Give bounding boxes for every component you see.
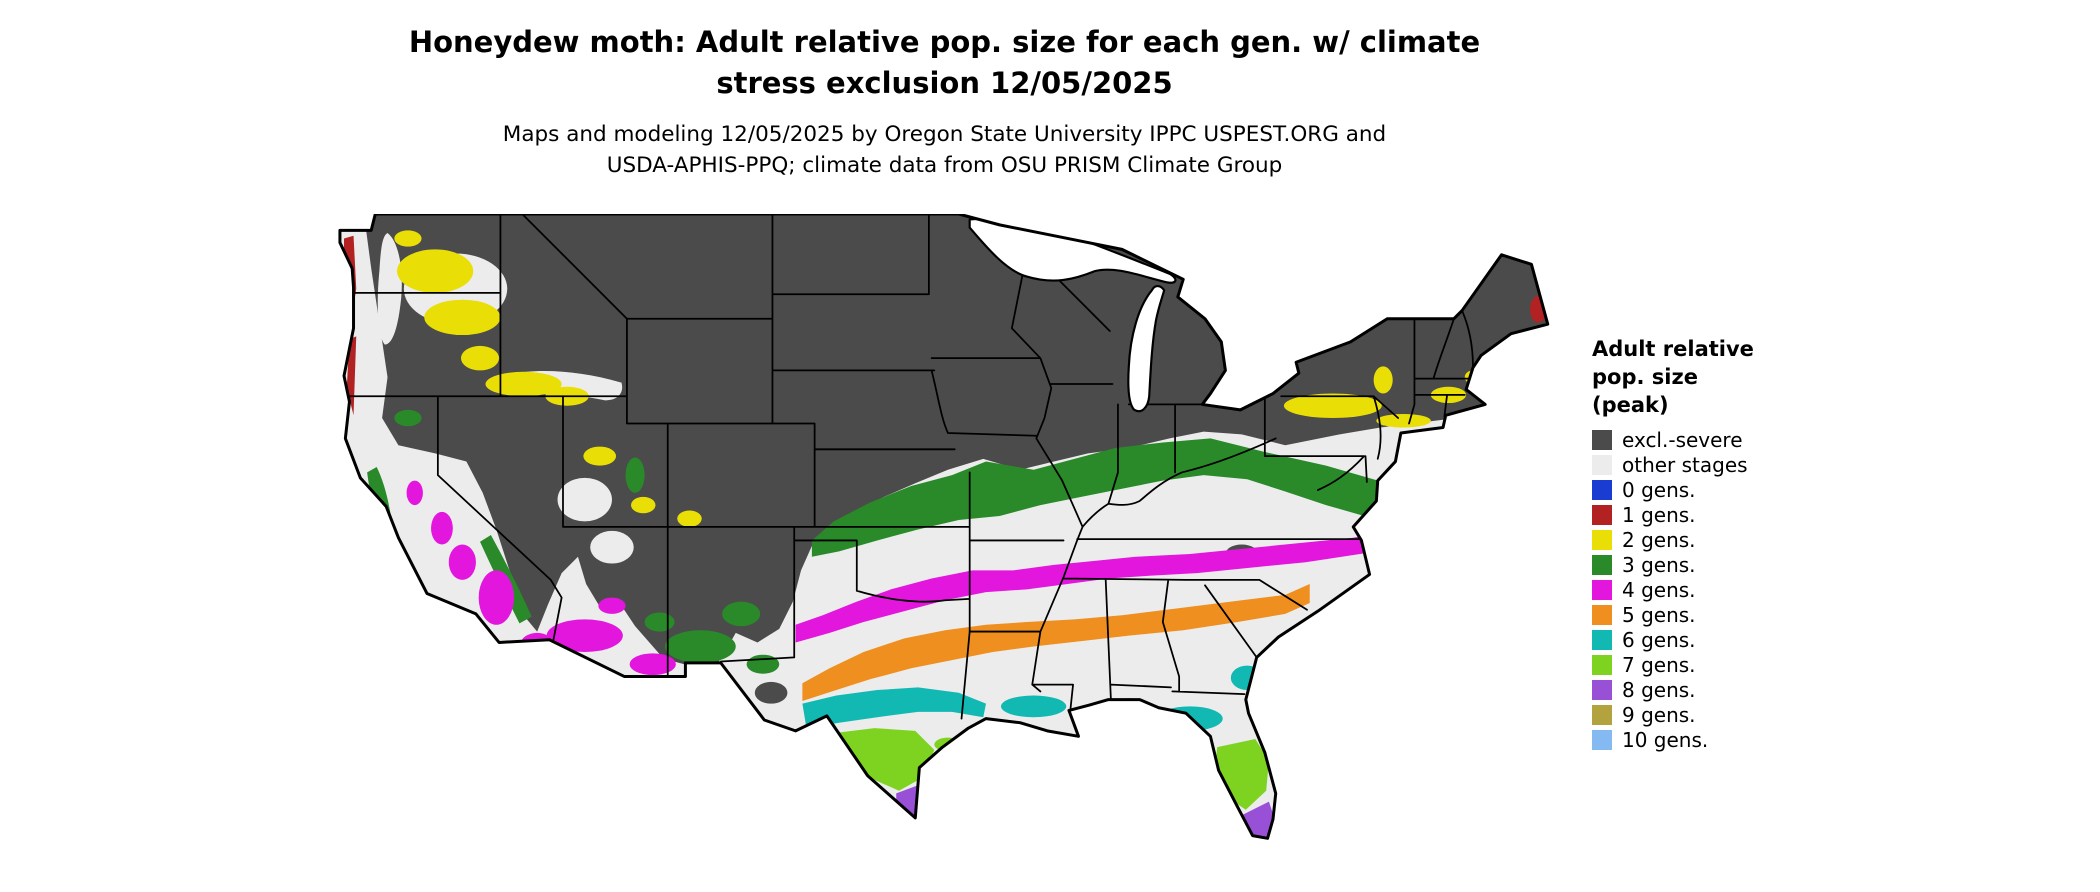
legend-label: 1 gens. xyxy=(1622,503,1696,528)
legend-swatch xyxy=(1592,605,1612,626)
legend-label: 8 gens. xyxy=(1622,678,1696,703)
us-map xyxy=(338,214,1550,840)
legend-item: 5 gens. xyxy=(1592,603,1812,628)
legend-items: excl.-severe other stages 0 gens. 1 gens… xyxy=(1592,428,1812,753)
us-outline xyxy=(338,214,1550,840)
legend-item: other stages xyxy=(1592,453,1812,478)
legend-swatch xyxy=(1592,630,1612,651)
legend-item: 7 gens. xyxy=(1592,653,1812,678)
legend-swatch xyxy=(1592,705,1612,726)
map-zone-2-gens xyxy=(394,230,1482,527)
legend-item: 8 gens. xyxy=(1592,678,1812,703)
legend-label: other stages xyxy=(1622,453,1748,478)
legend-swatch xyxy=(1592,680,1612,701)
title-block: Honeydew moth: Adult relative pop. size … xyxy=(0,22,1889,182)
legend-item: 4 gens. xyxy=(1592,578,1812,603)
legend-title-line3: (peak) xyxy=(1592,392,1669,417)
legend-label: 3 gens. xyxy=(1622,553,1696,578)
legend-label: 10 gens. xyxy=(1622,728,1709,753)
legend-label: 0 gens. xyxy=(1622,478,1696,503)
legend-label: 4 gens. xyxy=(1622,578,1696,603)
legend-title-line2: pop. size xyxy=(1592,364,1698,389)
map-zone-4-gens xyxy=(406,480,1408,676)
legend-item: 10 gens. xyxy=(1592,728,1812,753)
legend-item: excl.-severe xyxy=(1592,428,1812,453)
legend-item: 6 gens. xyxy=(1592,628,1812,653)
lake-michigan xyxy=(1127,285,1166,413)
legend-label: 9 gens. xyxy=(1622,703,1696,728)
legend-swatch xyxy=(1592,505,1612,526)
legend-item: 2 gens. xyxy=(1592,528,1812,553)
legend-item: 1 gens. xyxy=(1592,503,1812,528)
legend: Adult relative pop. size (peak) excl.-se… xyxy=(1592,336,1812,753)
map-zone-8-gens xyxy=(896,785,1278,839)
map-subtitle-line1: Maps and modeling 12/05/2025 by Oregon S… xyxy=(502,122,1387,148)
legend-label: excl.-severe xyxy=(1622,428,1743,453)
legend-swatch xyxy=(1592,430,1612,451)
map-subtitle: Maps and modeling 12/05/2025 by Oregon S… xyxy=(0,119,1889,181)
legend-label: 2 gens. xyxy=(1622,528,1696,553)
legend-swatch xyxy=(1592,730,1612,751)
state-borders xyxy=(345,214,1474,720)
legend-label: 6 gens. xyxy=(1622,628,1696,653)
legend-title-line1: Adult relative xyxy=(1592,337,1754,361)
legend-swatch xyxy=(1592,655,1612,676)
map-zone-5-gens xyxy=(802,583,1310,701)
legend-item: 3 gens. xyxy=(1592,553,1812,578)
legend-swatch xyxy=(1592,480,1612,501)
legend-swatch xyxy=(1592,455,1612,476)
map-title-line1: Honeydew moth: Adult relative pop. size … xyxy=(408,25,1481,59)
legend-item: 9 gens. xyxy=(1592,703,1812,728)
us-map-container xyxy=(332,214,1572,890)
map-title-line2: stress exclusion 12/05/2025 xyxy=(716,65,1173,100)
legend-swatch xyxy=(1592,555,1612,576)
legend-swatch xyxy=(1592,530,1612,551)
legend-label: 5 gens. xyxy=(1622,603,1696,628)
legend-swatch xyxy=(1592,580,1612,601)
map-subtitle-line2: USDA-APHIS-PPQ; climate data from OSU PR… xyxy=(606,153,1283,179)
legend-label: 7 gens. xyxy=(1622,653,1696,678)
legend-item: 0 gens. xyxy=(1592,478,1812,503)
